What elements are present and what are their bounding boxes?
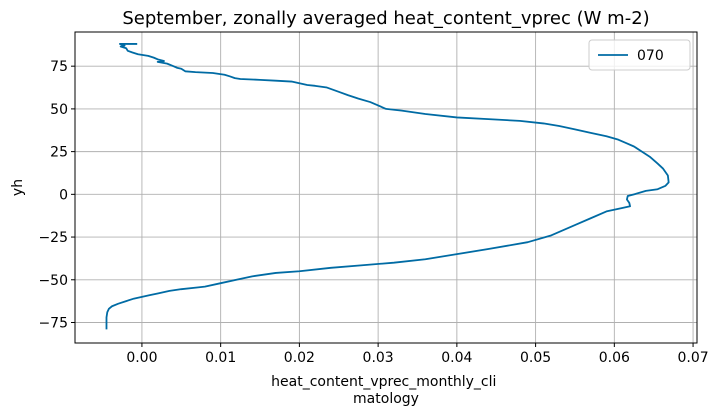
y-axis-label: yh	[10, 179, 26, 196]
series-line	[105, 43, 670, 330]
x-tick-label: 0.03	[363, 350, 394, 366]
x-tick-label: 0.05	[520, 350, 551, 366]
y-tick-label: 0	[59, 187, 68, 203]
y-tick-label: 75	[50, 59, 68, 75]
legend-label: 070	[637, 48, 664, 64]
legend: 070	[588, 39, 691, 71]
plot-frame	[74, 31, 698, 344]
x-tick-label: 0.01	[205, 350, 236, 366]
y-tick-label: −50	[38, 273, 68, 289]
y-tick-label: −25	[38, 230, 68, 246]
legend-box	[588, 39, 691, 71]
grid	[75, 32, 697, 343]
x-axis-label-line-2: matology	[353, 391, 419, 407]
x-axis-label: heat_content_vprec_monthly_cli matology	[271, 374, 501, 407]
chart-title: September, zonally averaged heat_content…	[122, 8, 649, 29]
x-axis-label-line-1: heat_content_vprec_monthly_cli	[271, 374, 496, 390]
x-ticks: 0.00 0.01 0.02 0.03 0.04 0.05 0.06 0.07	[126, 343, 709, 366]
y-tick-label: 50	[50, 102, 68, 118]
y-tick-label: −75	[38, 315, 68, 331]
series-layer	[105, 43, 670, 330]
x-tick-label: 0.00	[126, 350, 157, 366]
x-tick-label: 0.04	[441, 350, 472, 366]
y-ticks: −75 −50 −25 0 25 50 75	[38, 59, 75, 331]
y-tick-label: 25	[50, 145, 68, 161]
x-tick-label: 0.06	[599, 350, 630, 366]
x-tick-label: 0.02	[284, 350, 315, 366]
x-tick-label: 0.07	[677, 350, 708, 366]
